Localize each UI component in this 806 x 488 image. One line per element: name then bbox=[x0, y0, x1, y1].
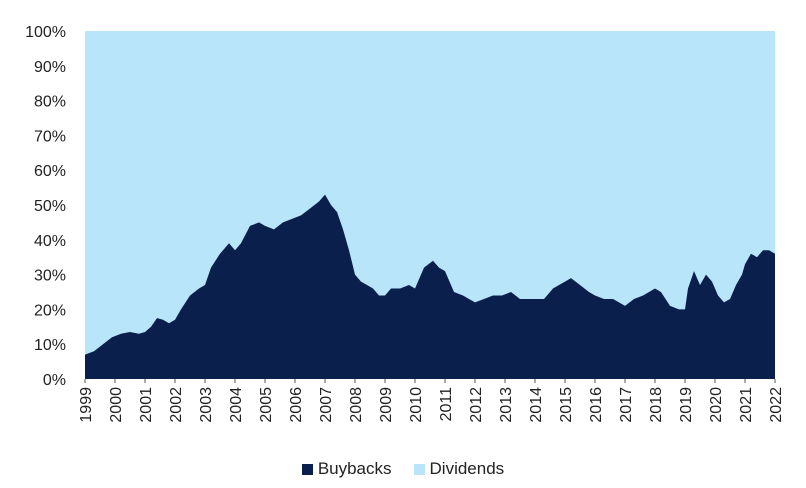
x-tick-label: 2001 bbox=[138, 387, 155, 423]
y-tick-label: 70% bbox=[34, 128, 66, 145]
x-tick-label: 2017 bbox=[618, 387, 635, 423]
x-tick-label: 2018 bbox=[648, 387, 665, 423]
legend-swatch-dividends bbox=[413, 463, 425, 475]
x-tick-label: 2006 bbox=[288, 387, 305, 423]
y-tick-label: 100% bbox=[25, 24, 66, 41]
x-tick-label: 2010 bbox=[408, 387, 425, 423]
x-tick-label: 1999 bbox=[78, 387, 95, 423]
x-tick-label: 2004 bbox=[228, 387, 245, 423]
y-axis: 0% 10% 20% 30% 40% 50% 60% 70% 80% 90% 100% bbox=[25, 24, 66, 389]
x-tick-label: 2020 bbox=[708, 387, 725, 423]
x-tick-label: 2000 bbox=[108, 387, 125, 423]
x-tick-label: 2009 bbox=[378, 387, 395, 423]
x-tick-label: 2002 bbox=[168, 387, 185, 423]
x-tick-label: 2007 bbox=[318, 387, 335, 423]
x-tick-label: 2016 bbox=[588, 387, 605, 423]
x-tick-label: 2013 bbox=[498, 387, 515, 423]
x-tick-label: 2003 bbox=[198, 387, 215, 423]
x-tick-label: 2022 bbox=[768, 387, 785, 423]
buybacks-area bbox=[85, 194, 775, 379]
y-tick-label: 30% bbox=[34, 268, 66, 285]
x-tick-label: 2011 bbox=[438, 387, 455, 422]
y-tick-label: 90% bbox=[34, 59, 66, 76]
x-tick-label: 2008 bbox=[348, 387, 365, 423]
y-tick-label: 80% bbox=[34, 94, 66, 111]
x-tick-label: 2005 bbox=[258, 387, 275, 423]
y-tick-label: 60% bbox=[34, 163, 66, 180]
y-tick-label: 40% bbox=[34, 233, 66, 250]
legend-swatch-buybacks bbox=[301, 463, 313, 475]
legend: Buybacks Dividends bbox=[0, 456, 806, 482]
legend-label-dividends: Dividends bbox=[429, 459, 505, 478]
y-tick-label: 10% bbox=[34, 337, 66, 354]
legend-label-buybacks: Buybacks bbox=[317, 459, 392, 478]
x-tick-label: 2012 bbox=[468, 387, 485, 423]
x-tick-label: 2015 bbox=[558, 387, 575, 423]
legend-item-buybacks: Buybacks bbox=[301, 459, 392, 479]
y-tick-label: 0% bbox=[43, 372, 66, 389]
y-tick-label: 20% bbox=[34, 302, 66, 319]
y-tick-label: 50% bbox=[34, 198, 66, 215]
legend-item-dividends: Dividends bbox=[413, 459, 505, 479]
x-tick-label: 2014 bbox=[528, 387, 545, 423]
x-axis: 1999 2000 2001 2002 2003 2004 2005 2006 2007 2008… bbox=[78, 379, 785, 423]
x-tick-label: 2019 bbox=[678, 387, 695, 423]
x-tick-label: 2021 bbox=[738, 387, 755, 423]
